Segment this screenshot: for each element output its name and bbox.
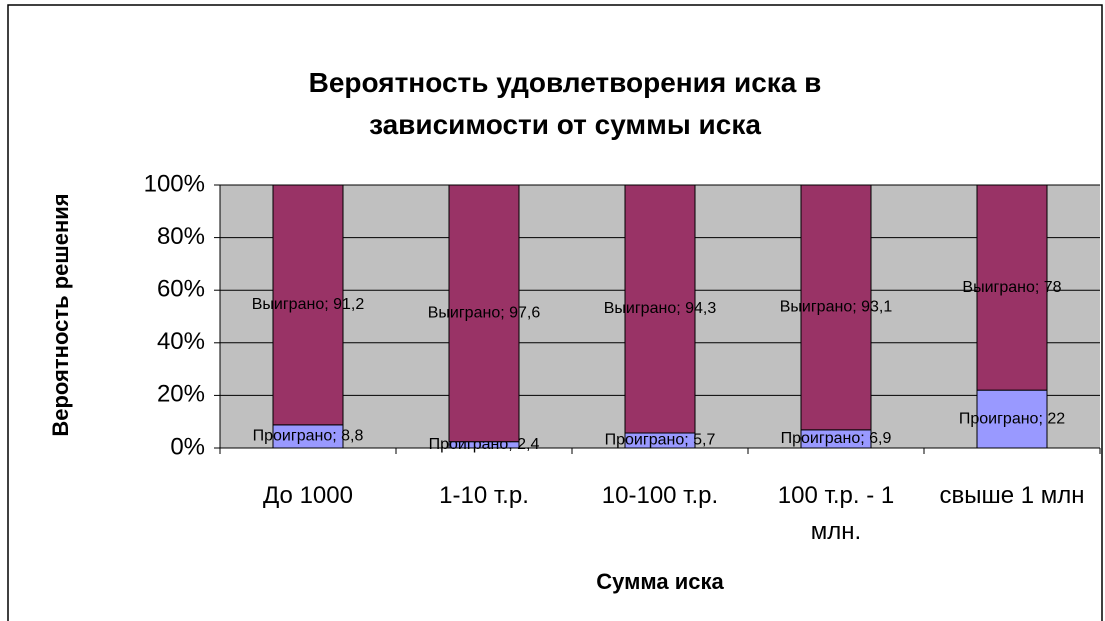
chart-title: Вероятность удовлетворения иска в зависи… <box>308 67 822 140</box>
x-tick-label: свыше 1 млн <box>939 482 1085 509</box>
bar-segment <box>272 184 344 426</box>
data-label: Выиграно; 93,1 <box>780 299 893 316</box>
x-tick-label: До 1000 <box>263 482 353 509</box>
bar-segment <box>976 184 1048 391</box>
data-label: Выиграно; 78 <box>962 279 1061 296</box>
y-tick-label: 80% <box>157 223 205 250</box>
x-tick-label: 1-10 т.р. <box>439 482 529 509</box>
x-tick-label: 10-100 т.р. <box>601 482 719 509</box>
data-label: Выиграно; 91,2 <box>252 296 365 313</box>
chart-frame <box>7 4 1103 621</box>
bar-segment <box>448 184 520 443</box>
bar-segment <box>976 389 1048 449</box>
x-axis-label: Сумма иска <box>596 569 724 594</box>
y-tick-label: 60% <box>157 276 205 303</box>
y-axis-label: Вероятность решения <box>48 193 73 436</box>
bar-segment <box>800 184 872 431</box>
y-tick-label: 0% <box>170 433 205 460</box>
y-tick-label: 20% <box>157 381 205 408</box>
data-label: Проиграно; 6,9 <box>781 430 892 447</box>
data-label: Проиграно; 5,7 <box>605 432 716 449</box>
y-tick-label: 100% <box>144 170 205 197</box>
data-label: Проиграно; 8,8 <box>253 428 364 445</box>
data-label: Выиграно; 94,3 <box>604 300 717 317</box>
x-tick-label: 100 т.р. - 1 млн. <box>777 482 895 545</box>
bar-segment <box>624 184 696 434</box>
data-label: Проиграно; 22 <box>959 410 1065 427</box>
data-label: Выиграно; 97,6 <box>428 305 541 322</box>
y-tick-label: 40% <box>157 328 205 355</box>
